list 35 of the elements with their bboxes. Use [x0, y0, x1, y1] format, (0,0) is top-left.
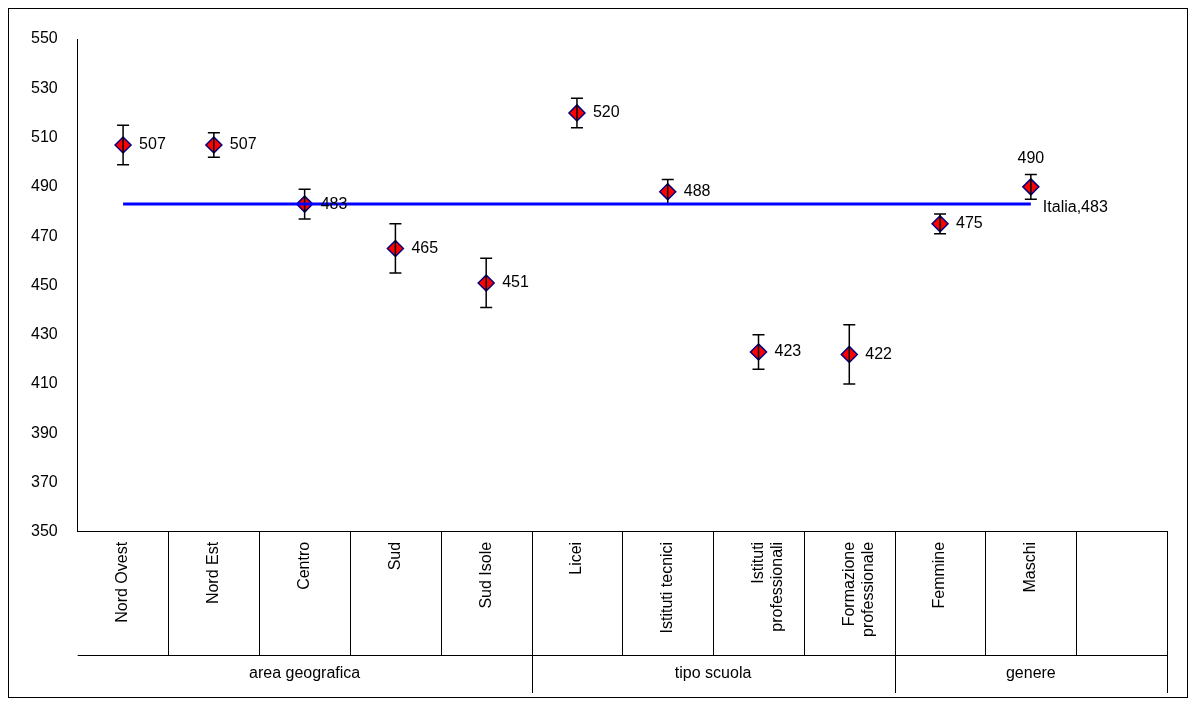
x-tick-label: Sud [385, 541, 403, 571]
x-tick-label: Maschi [1021, 541, 1039, 593]
data-label: 475 [956, 214, 983, 232]
data-label: 507 [229, 135, 257, 153]
x-tick-label: Centro [295, 541, 313, 590]
x-tick-label: Sud Isole [476, 541, 494, 609]
data-label: 490 [1017, 149, 1045, 167]
y-tick-label: 510 [30, 127, 58, 145]
x-tick-label: Nord Est [204, 541, 222, 605]
ref-line-label: Italia,483 [1042, 197, 1108, 215]
y-tick-label: 530 [30, 78, 58, 96]
data-label: 520 [592, 103, 620, 121]
x-tick-label: Nord Ovest [113, 541, 131, 623]
y-tick-label: 390 [30, 423, 58, 441]
data-label: 488 [683, 182, 711, 200]
data-label: 451 [502, 273, 529, 291]
data-label: 507 [139, 135, 166, 153]
x-tick-label: Istituti professionali [748, 541, 786, 632]
y-tick-label: 470 [30, 226, 58, 244]
data-label: 465 [411, 238, 439, 256]
text: genere [1005, 664, 1056, 682]
x-tick-label: Licei [567, 541, 585, 575]
x-tick-label: Femmine [930, 541, 948, 609]
y-tick-label: 410 [30, 374, 58, 392]
data-label: 423 [774, 342, 802, 360]
y-tick-label: 450 [30, 275, 58, 293]
y-tick-label: 430 [30, 325, 58, 343]
y-tick-label: 550 [30, 29, 58, 47]
x-tick-label: Istituti tecnici [658, 541, 676, 634]
text: area geografica [249, 664, 361, 682]
y-tick-label: 350 [30, 522, 58, 540]
text: tipo scuola [674, 664, 752, 682]
y-tick-label: 370 [30, 472, 58, 490]
y-tick-label: 490 [30, 177, 58, 195]
data-label: 422 [865, 344, 893, 362]
